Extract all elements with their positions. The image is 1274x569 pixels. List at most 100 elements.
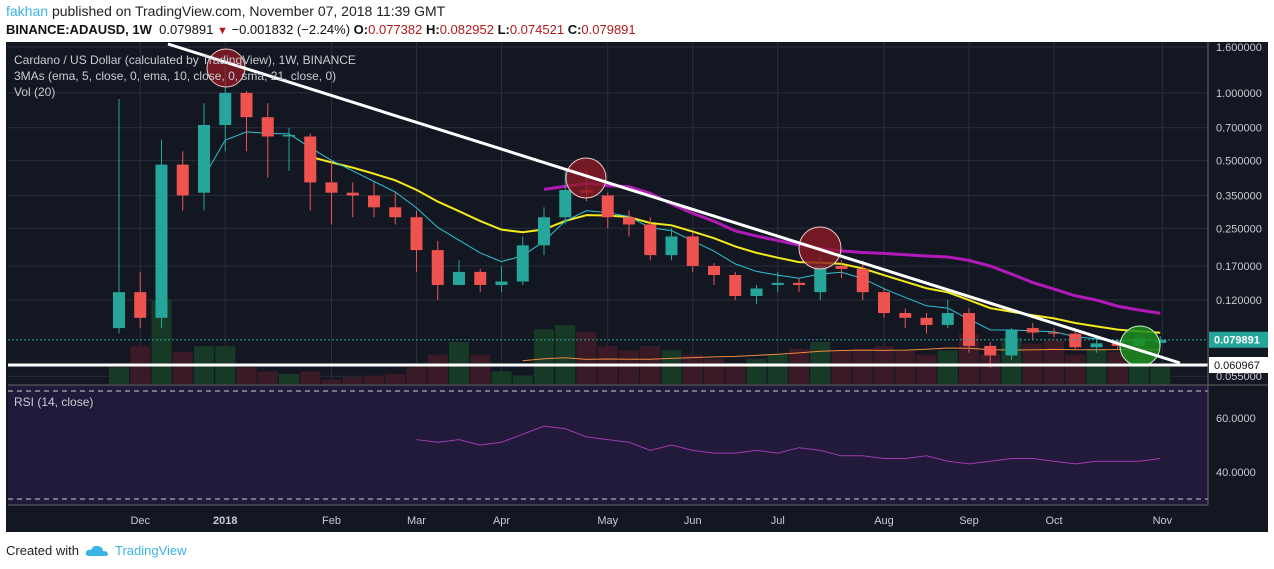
tradingview-cloud-icon — [85, 545, 108, 556]
time-tick-label: Mar — [407, 515, 426, 527]
price-chart[interactable]: 1.600000 1.000000 0.700000 0.500000 0.350000… — [0, 40, 1274, 534]
tradingview-link[interactable]: TradingView — [114, 543, 187, 558]
publish-text: published on TradingView.com, November 0… — [51, 3, 446, 19]
candle-down — [963, 313, 975, 346]
candle-down — [1069, 333, 1082, 348]
candle-up — [538, 217, 550, 246]
symbol: BINANCE:ADAUSD, 1W — [6, 22, 152, 37]
price-tick-label: 0.500000 — [1216, 156, 1262, 168]
time-tick-label: May — [597, 515, 618, 527]
candle-down — [410, 217, 423, 251]
line-label-bg — [1209, 357, 1268, 373]
candles — [8, 67, 1208, 368]
volume-bar — [959, 333, 979, 384]
candle-up — [495, 281, 508, 285]
volume-bar — [916, 354, 937, 384]
candle-down — [1048, 332, 1060, 334]
volume-bar — [1150, 367, 1171, 384]
time-tick-label: Dec — [130, 515, 150, 527]
candle-up — [516, 245, 529, 282]
volume-bar — [1065, 354, 1086, 384]
volume-bar — [385, 373, 406, 384]
volume-bar — [470, 354, 491, 384]
time-tick-label: Sep — [959, 515, 979, 527]
volume-bar — [300, 371, 321, 384]
candle-down — [474, 271, 487, 285]
candle-up — [750, 288, 763, 297]
candle-down — [708, 265, 720, 276]
time-tick-label: Jun — [684, 515, 702, 527]
high-value: 0.082952 — [439, 22, 494, 37]
time-tick-label: 2018 — [213, 515, 237, 527]
volume-bar — [937, 350, 958, 384]
close-label: C: — [567, 22, 582, 37]
candle-down — [644, 224, 657, 256]
volume-bar — [257, 371, 278, 384]
candle-down — [856, 268, 869, 293]
volume-bar — [682, 354, 703, 384]
volume-bar — [767, 354, 788, 384]
rsi-tick-label: 40.0000 — [1216, 467, 1256, 479]
high-label: H: — [425, 22, 440, 37]
rsi-line — [416, 425, 1161, 465]
downtrend-line[interactable] — [167, 42, 1181, 365]
candle-up — [219, 92, 232, 125]
volume-bar — [109, 367, 129, 384]
created-with-text: Created with — [6, 543, 79, 558]
volume-ma-line — [522, 347, 1161, 362]
axis-bg — [1208, 42, 1268, 532]
candle-down — [601, 195, 614, 218]
candle-down — [134, 292, 147, 318]
author-link[interactable]: fakhan — [6, 3, 49, 19]
volume-bar — [406, 367, 427, 384]
candle-up — [814, 265, 827, 293]
close-value: 0.079891 — [581, 22, 636, 37]
candle-down — [240, 92, 253, 118]
candle-up — [113, 292, 125, 329]
volume-bar — [427, 354, 448, 384]
candle-up — [453, 271, 465, 285]
volume-legend: Vol (20) — [14, 85, 55, 99]
candle-down — [793, 282, 805, 285]
volume-bar — [151, 300, 172, 384]
candle-down — [920, 317, 933, 325]
open-value: 0.077382 — [368, 22, 423, 37]
candle-down — [623, 217, 635, 225]
publish-info: fakhan published on TradingView.com, Nov… — [6, 3, 445, 19]
volume-bar — [172, 352, 193, 384]
time-tick-label: Nov — [1153, 515, 1173, 527]
volume-bar — [1107, 352, 1128, 384]
rsi-pane — [8, 385, 1208, 505]
time-axis[interactable]: Dec 2018 Feb Mar Apr May Jun Jul Aug Sep Oct Nov — [130, 515, 1172, 527]
highlight-circle[interactable] — [565, 157, 607, 199]
candle-up — [1090, 343, 1103, 348]
time-tick-label: Feb — [322, 515, 341, 527]
ma-legend: 3MAs (ema, 5, close, 0, ema, 10, close, … — [14, 69, 336, 83]
volume-bar — [746, 358, 767, 384]
candle-up — [283, 134, 295, 137]
low-value: 0.074521 — [509, 22, 565, 37]
price-tick-label: 1.000000 — [1216, 88, 1262, 100]
price-axis[interactable]: 1.600000 1.000000 0.700000 0.500000 0.350000… — [8, 42, 1268, 532]
low-label: L: — [497, 22, 510, 37]
time-tick-label: Aug — [874, 515, 894, 527]
candle-down — [368, 195, 380, 208]
candle-down — [176, 164, 189, 196]
symbol-info: BINANCE:ADAUSD, 1W 0.079891 ▼ −0.001832 … — [6, 22, 636, 37]
volume-bar — [725, 363, 746, 384]
ema5-line — [203, 131, 1161, 342]
price-tick-label: 0.055000 — [1216, 371, 1262, 383]
price-tick-label: 0.700000 — [1216, 123, 1262, 135]
candle-up — [1154, 339, 1167, 343]
volume-bar — [321, 379, 342, 384]
candle-down — [835, 265, 848, 269]
volume-bar — [279, 373, 299, 384]
drawings[interactable] — [8, 42, 1208, 367]
volume-bar — [534, 329, 554, 384]
down-arrow-icon: ▼ — [216, 25, 228, 37]
time-tick-label: Apr — [493, 515, 510, 527]
footer: Created with TradingView — [6, 543, 187, 558]
price-tick-label: 0.250000 — [1216, 223, 1262, 235]
candle-down — [878, 292, 890, 314]
price-tick-label: 0.120000 — [1216, 295, 1262, 307]
